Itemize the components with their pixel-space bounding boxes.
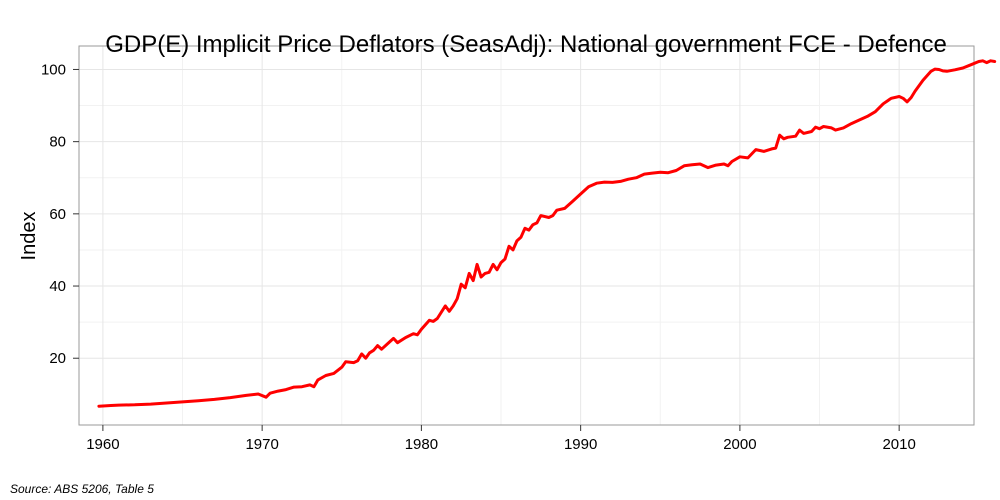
- x-tick-label: 2000: [723, 436, 756, 453]
- y-tick-label: 40: [49, 278, 66, 295]
- series-line: [97, 59, 997, 408]
- y-tick-label: 100: [41, 61, 66, 78]
- chart-title: GDP(E) Implicit Price Deflators (SeasAdj…: [105, 31, 947, 58]
- y-tick-label: 60: [49, 206, 66, 223]
- x-tick-label: 1960: [86, 436, 119, 453]
- x-axis: 1960 1970 1980 1990 2000 2010: [86, 425, 916, 453]
- x-tick-label: 1990: [564, 436, 597, 453]
- y-tick-label: 20: [49, 350, 66, 367]
- x-tick-label: 1980: [405, 436, 438, 453]
- y-axis-label: Index: [18, 212, 40, 261]
- y-axis: 20 40 60 80 100: [41, 61, 79, 367]
- x-tick-label: 2010: [882, 436, 915, 453]
- plot-panel-border: [78, 45, 975, 426]
- series-layer: [97, 59, 997, 408]
- x-tick-label: 1970: [245, 436, 278, 453]
- grid-lines: [79, 46, 974, 425]
- y-tick-label: 80: [49, 134, 66, 151]
- source-note: Source: ABS 5206, Table 5: [10, 482, 154, 496]
